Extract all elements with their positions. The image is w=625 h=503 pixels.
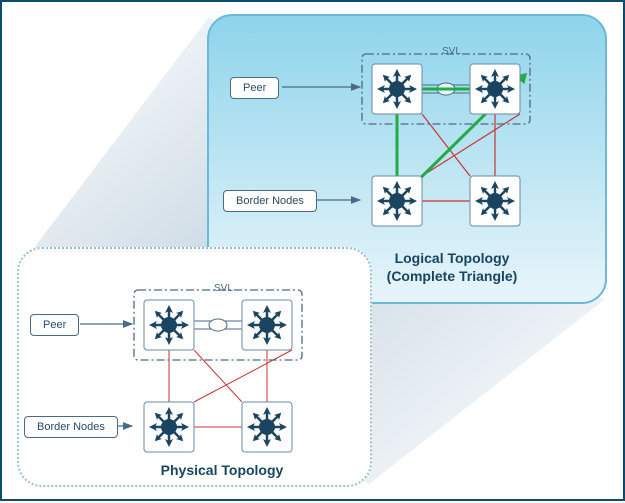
physical-svl-text: SVL — [214, 283, 233, 294]
physical-svl-link — [194, 319, 242, 331]
physical-switch-bl — [144, 402, 194, 452]
physical-switch-br — [242, 402, 292, 452]
physical-switch-tr — [242, 300, 292, 350]
logical-border-label: Border Nodes — [223, 190, 317, 212]
logical-title: Logical Topology (Complete Triangle) — [357, 250, 547, 285]
logical-title-l2: (Complete Triangle) — [387, 268, 518, 284]
logical-svl-text: SVL — [442, 46, 461, 57]
physical-border-label: Border Nodes — [24, 416, 118, 438]
logical-switch-bl — [372, 176, 422, 226]
physical-title: Physical Topology — [132, 462, 312, 480]
logical-switch-tr — [470, 64, 520, 114]
logical-switch-tl — [372, 64, 422, 114]
logical-title-l1: Logical Topology — [395, 250, 510, 266]
logical-switch-br — [470, 176, 520, 226]
physical-peer-label: Peer — [30, 314, 79, 336]
logical-peer-label: Peer — [230, 77, 279, 99]
physical-switch-tl — [144, 300, 194, 350]
diagram-canvas: Peer Border Nodes Peer Border Nodes SVL … — [0, 0, 625, 501]
